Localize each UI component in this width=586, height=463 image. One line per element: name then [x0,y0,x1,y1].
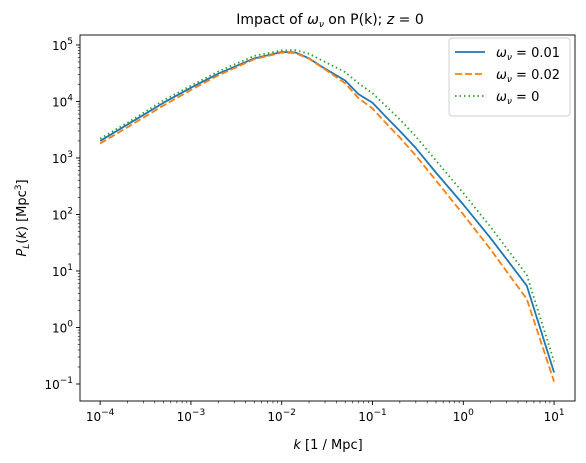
y-tick-label-4: 103 [52,150,73,166]
y-tick-label-1: 100 [52,319,73,335]
series-line-2 [99,49,555,362]
chart-title: Impact of ων on P(k); z = 0 [236,12,423,30]
plot-frame [79,34,576,402]
y-tick-label-2: 101 [52,263,73,279]
legend-label-2: ων = 0 [496,90,539,107]
x-tick-label-0: 10−4 [86,408,115,424]
legend: ων = 0.01 ων = 0.02 ων = 0 [448,37,571,117]
x-axis-label: k [1 / Mpc] [293,438,362,453]
y-tick-label-6: 105 [52,37,73,53]
legend-label-0: ων = 0.01 [496,46,560,63]
y-tick-label-3: 102 [52,206,73,222]
y-axis: 10−1 100 101 102 103 104 105 [44,37,80,392]
series-line-0 [99,51,555,373]
y-tick-label-5: 104 [52,93,73,109]
x-tick-label-3: 10−1 [358,408,387,424]
legend-label-1: ων = 0.02 [496,68,560,85]
x-tick-label-5: 101 [544,408,565,424]
series-layer [99,49,555,382]
x-axis: 10−4 10−3 10−2 10−1 100 101 [86,401,565,424]
x-tick-label-4: 100 [453,408,474,424]
legend-box [448,37,571,117]
x-tick-label-2: 10−2 [267,408,296,424]
series-line-1 [99,51,555,382]
x-tick-label-1: 10−3 [177,408,206,424]
y-tick-label-0: 10−1 [44,376,73,392]
y-axis-label: PL(k) [Mpc3] [14,179,32,256]
